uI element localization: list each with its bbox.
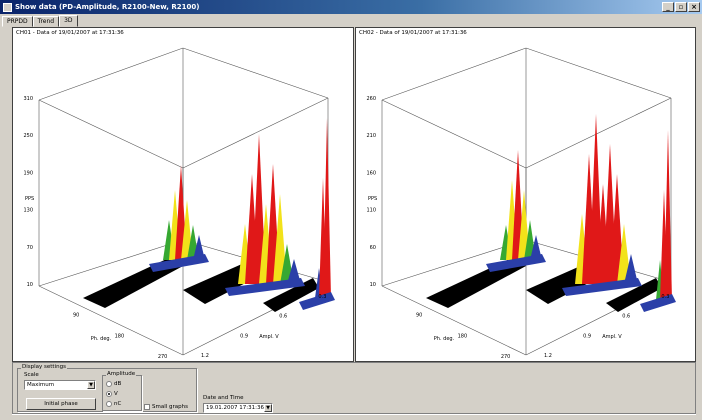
date-time-value: 19.01.2007 17:31:36	[206, 405, 264, 411]
surface-base	[486, 254, 546, 272]
top-edge	[38, 47, 184, 101]
back-floor-edge	[381, 239, 527, 287]
chart-title: CH02 - Data of 19/01/2007 at 17:31:36	[359, 30, 467, 36]
chart-3d-ch02[interactable]: 10 60 110 160 210 260 PPS 90 180 270 Ph. deg. 0.3 0.…	[356, 28, 697, 363]
floor-shadow	[606, 278, 662, 312]
y-tick-label: 10	[370, 282, 376, 288]
radio-nc[interactable]: nC	[106, 401, 121, 407]
x-axis-label: Ph. deg.	[91, 336, 112, 342]
surface-peak	[530, 235, 542, 260]
surface-base	[640, 294, 676, 312]
surface-peak	[664, 130, 672, 300]
amplitude-group: Amplitude dB V nC	[102, 371, 142, 411]
surface-base	[225, 278, 305, 296]
surface-peak	[193, 235, 205, 260]
scale-value: Maximum	[27, 382, 55, 388]
maximize-button[interactable]: ▫	[675, 2, 687, 12]
window-title: Show data (PD-Amplitude, R2100-New, R210…	[15, 3, 200, 11]
y-tick-label: 10	[27, 282, 33, 288]
y-tick-label: 250	[23, 133, 33, 139]
y-tick-label: 260	[366, 96, 376, 102]
status-bar	[12, 414, 696, 419]
window-controls: _ ▫ ×	[662, 2, 700, 12]
front-floor-edge	[381, 285, 527, 356]
tab-trend[interactable]: Trend	[32, 16, 60, 27]
z-tick-label: 0.9	[583, 333, 591, 339]
z-axis-label: Ampl. V	[259, 334, 279, 340]
chart-title: CH01 - Data of 19/01/2007 at 17:31:36	[16, 30, 124, 36]
chart-panel-ch01: CH01 - Data of 19/01/2007 at 17:31:36 10…	[12, 27, 354, 362]
floor-shadow	[263, 278, 319, 312]
radio-dot	[106, 381, 112, 387]
y-axis-label: PPS	[25, 196, 34, 202]
date-time-label: Date and Time	[203, 395, 244, 401]
chart-panel-ch02: CH02 - Data of 19/01/2007 at 17:31:36 10…	[355, 27, 696, 362]
chevron-down-icon[interactable]: ▼	[264, 404, 272, 412]
z-tick-label: 0.6	[279, 314, 287, 320]
checkbox-box	[144, 404, 150, 410]
x-tick-label: 180	[115, 333, 125, 339]
settings-bar: Display settings Scale Maximum ▼ Initial…	[12, 362, 696, 414]
top-front-edge	[182, 97, 329, 169]
y-tick-label: 110	[366, 208, 376, 214]
scale-select[interactable]: Maximum ▼	[24, 380, 96, 390]
scale-label: Scale	[24, 372, 39, 378]
small-graphs-checkbox[interactable]: Small graphs	[144, 404, 188, 410]
surface-base	[299, 292, 335, 310]
top-edge	[381, 47, 527, 101]
radio-dot-selected	[106, 391, 112, 397]
date-time-select[interactable]: 19.01.2007 17:31:36 ▼	[203, 403, 273, 413]
surface-peak	[323, 118, 331, 298]
y-tick-label: 190	[23, 170, 33, 176]
tab-3d[interactable]: 3D	[59, 15, 78, 27]
display-settings-label: Display settings	[21, 364, 67, 370]
front-floor-edge	[38, 285, 184, 356]
y-tick-label: 160	[366, 170, 376, 176]
x-tick-label: 270	[158, 354, 168, 360]
z-tick-label: 0.3	[661, 294, 669, 300]
surface-peak	[624, 254, 638, 284]
tab-prpdd[interactable]: PRPDD	[2, 16, 33, 27]
z-tick-label: 0.6	[622, 314, 630, 320]
back-floor-edge	[38, 239, 184, 287]
top-front-edge	[525, 97, 672, 169]
x-tick-label: 90	[73, 313, 79, 319]
radio-dot	[106, 401, 112, 407]
surface-peak	[273, 194, 287, 284]
y-tick-label: 210	[366, 133, 376, 139]
surface-base	[562, 278, 642, 296]
radio-v[interactable]: V	[106, 391, 118, 397]
amplitude-label: Amplitude	[106, 371, 137, 377]
chevron-down-icon[interactable]: ▼	[87, 381, 95, 389]
z-axis-label: Ampl. V	[602, 334, 622, 340]
x-axis-label: Ph. deg.	[434, 336, 455, 342]
z-tick-label: 1.2	[201, 353, 209, 359]
minimize-button[interactable]: _	[662, 2, 674, 12]
z-tick-label: 0.9	[240, 333, 248, 339]
top-front-edge	[381, 99, 527, 169]
y-tick-label: 60	[370, 245, 376, 251]
top-edge	[525, 47, 672, 99]
title-bar: Show data (PD-Amplitude, R2100-New, R210…	[0, 0, 702, 14]
surface-base	[149, 254, 209, 272]
top-edge	[182, 47, 329, 99]
y-tick-label: 70	[27, 245, 33, 251]
x-tick-label: 270	[501, 354, 511, 360]
surface-peak	[287, 259, 301, 284]
chart-3d-ch01[interactable]: 10 70 130 190 250 310 PPS 90 180 270 Ph. deg. 0.3 0.…	[13, 28, 355, 363]
radio-db[interactable]: dB	[106, 381, 121, 387]
x-tick-label: 180	[458, 333, 468, 339]
x-tick-label: 90	[416, 313, 422, 319]
display-settings-group: Display settings Scale Maximum ▼ Initial…	[17, 364, 197, 412]
y-axis-label: PPS	[368, 196, 377, 202]
y-tick-label: 310	[23, 96, 33, 102]
close-button[interactable]: ×	[688, 2, 700, 12]
top-front-edge	[38, 99, 184, 169]
y-tick-label: 130	[23, 208, 33, 214]
tab-strip: PRPDD Trend 3D	[2, 15, 78, 27]
initial-phase-button[interactable]: Initial phase	[26, 398, 96, 410]
app-icon	[3, 2, 12, 12]
z-tick-label: 1.2	[544, 353, 552, 359]
z-tick-label: 0.3	[318, 294, 326, 300]
